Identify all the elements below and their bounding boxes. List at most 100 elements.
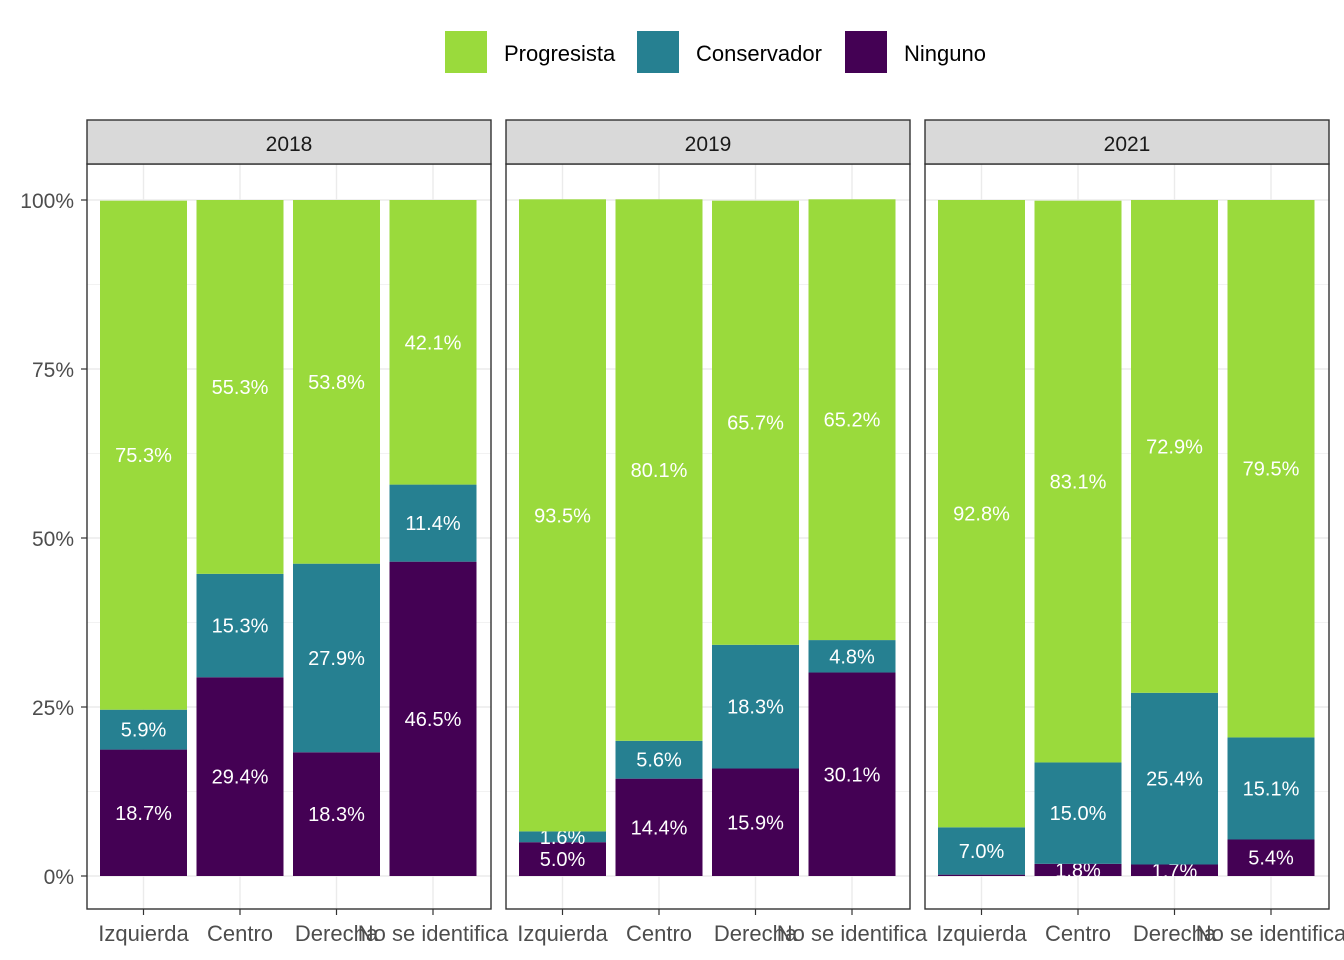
x-tick-label: Centro [626, 921, 692, 946]
facet-label-2019: 2019 [685, 133, 732, 156]
data-label: 92.8% [953, 504, 1010, 526]
bar-conservador-2018-centro [196, 573, 284, 678]
data-label: 55.3% [212, 377, 269, 399]
bar-conservador-2018-derecha [293, 563, 380, 753]
data-label: 15.3% [212, 616, 269, 638]
legend: Progresista Conservador Ninguno [0, 31, 1344, 73]
data-label: 30.1% [824, 764, 881, 786]
bar-progresista-2018-derecha [293, 200, 380, 564]
x-tick-label: Izquierda [98, 921, 189, 946]
legend-swatch-progresista [445, 31, 487, 73]
data-label: 18.7% [115, 803, 172, 825]
bar-conservador-2019-centro [615, 740, 703, 779]
x-tick-label: Izquierda [936, 921, 1027, 946]
data-label: 93.5% [534, 505, 591, 527]
data-label: 65.2% [824, 410, 881, 432]
bar-ninguno-2019-derecha [712, 768, 799, 876]
x-tick-label: Derecha [1133, 921, 1217, 946]
data-label: 15.9% [727, 812, 784, 834]
bar-progresista-2019-centro [615, 199, 703, 741]
facet-label-2018: 2018 [266, 133, 313, 156]
bar-progresista-2021-centro [1034, 200, 1122, 763]
y-tick-label: 25% [32, 697, 74, 720]
bar-conservador-2021-no-se-identifica [1227, 737, 1315, 840]
data-label: 14.4% [631, 817, 688, 839]
data-label: 15.1% [1243, 778, 1300, 800]
x-tick-label: No se identifica [1196, 921, 1344, 946]
bar-conservador-2019-no-se-identifica [808, 640, 896, 673]
data-label: 1.6% [540, 827, 586, 849]
data-label: 4.8% [829, 646, 875, 668]
bar-conservador-2018-no-se-identifica [389, 484, 477, 562]
legend-label-conservador: Conservador [696, 41, 822, 66]
bar-ninguno-2018-derecha [293, 752, 380, 876]
bar-ninguno-2019-centro [615, 778, 703, 876]
bar-ninguno-2018-no-se-identifica [389, 561, 477, 876]
bar-progresista-2018-centro [196, 200, 284, 574]
bar-ninguno-2021-centro [1034, 863, 1122, 876]
bar-progresista-2021-izquierda [938, 200, 1025, 828]
bar-ninguno-2021-no-se-identifica [1227, 839, 1315, 876]
bar-progresista-2019-izquierda [519, 199, 606, 832]
data-label: 29.4% [212, 767, 269, 789]
bar-progresista-2021-derecha [1131, 200, 1218, 693]
bar-ninguno-2019-no-se-identifica [808, 672, 896, 876]
data-label: 18.3% [727, 697, 784, 719]
legend-swatch-ninguno [845, 31, 887, 73]
data-label: 7.0% [959, 841, 1005, 863]
x-tick-label: Centro [207, 921, 273, 946]
bar-conservador-2019-izquierda [519, 831, 606, 843]
bar-ninguno-2018-centro [196, 677, 284, 876]
data-label: 1.8% [1055, 860, 1101, 882]
bar-ninguno-2019-izquierda [519, 842, 606, 876]
data-label: 1.7% [1152, 860, 1198, 882]
bar-conservador-2021-centro [1034, 762, 1122, 864]
bar-progresista-2019-no-se-identifica [808, 199, 896, 641]
data-label: 80.1% [631, 460, 688, 482]
bar-conservador-2021-izquierda [938, 827, 1025, 875]
bar-conservador-2019-derecha [712, 644, 799, 769]
x-tick-label: Centro [1045, 921, 1111, 946]
data-label: 79.5% [1243, 459, 1300, 481]
data-label: 83.1% [1050, 472, 1107, 494]
legend-label-progresista: Progresista [504, 41, 616, 66]
bar-progresista-2021-no-se-identifica [1227, 200, 1315, 738]
legend-swatch-conservador [637, 31, 679, 73]
bar-conservador-2021-derecha [1131, 692, 1218, 865]
data-label: 72.9% [1146, 436, 1203, 458]
bar-ninguno-2018-izquierda [100, 749, 187, 876]
x-tick-label: Derecha [714, 921, 798, 946]
bar-ninguno-2021-izquierda [938, 874, 1025, 876]
bar-conservador-2018-izquierda [100, 709, 187, 750]
data-label: 42.1% [405, 332, 462, 354]
data-label: 5.4% [1248, 848, 1294, 870]
bar-progresista-2018-no-se-identifica [389, 200, 477, 485]
x-tick-label: Derecha [295, 921, 379, 946]
data-label: 46.5% [405, 709, 462, 731]
data-label: 5.0% [540, 849, 586, 871]
y-tick-label: 100% [20, 190, 74, 213]
x-tick-label: Izquierda [517, 921, 608, 946]
x-tick-label: No se identifica [777, 921, 928, 946]
facet-label-2021: 2021 [1104, 133, 1151, 156]
facet-strip-2021 [924, 119, 1330, 165]
y-tick-label: 0% [44, 866, 74, 889]
bar-progresista-2018-izquierda [100, 200, 187, 710]
x-tick-label: No se identifica [358, 921, 509, 946]
data-label: 11.4% [405, 513, 460, 535]
facet-strip-2019 [505, 119, 911, 165]
y-tick-label: 50% [32, 528, 74, 551]
y-tick-label: 75% [32, 359, 74, 382]
data-label: 53.8% [308, 372, 365, 394]
legend-label-ninguno: Ninguno [904, 41, 986, 66]
data-label: 5.9% [121, 720, 167, 742]
data-label: 65.7% [727, 413, 784, 435]
bar-progresista-2019-derecha [712, 200, 799, 645]
data-label: 27.9% [308, 648, 365, 670]
data-label: 18.3% [308, 804, 365, 826]
data-label: 25.4% [1146, 769, 1203, 791]
bar-ninguno-2021-derecha [1131, 864, 1218, 876]
facet-strip-2018 [86, 119, 492, 165]
data-label: 75.3% [115, 445, 172, 467]
